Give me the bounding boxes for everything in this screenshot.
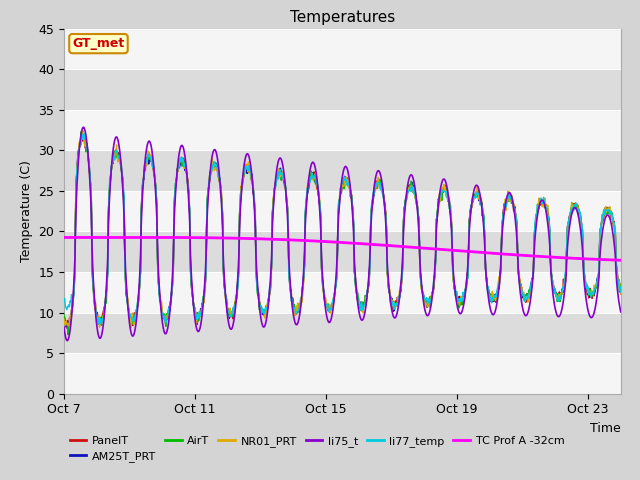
Bar xyxy=(64,0,621,29)
Y-axis label: Temperature (C): Temperature (C) xyxy=(20,160,33,262)
Title: Temperatures: Temperatures xyxy=(290,10,395,25)
Text: GT_met: GT_met xyxy=(72,37,125,50)
Bar xyxy=(64,231,621,272)
Bar xyxy=(64,150,621,191)
X-axis label: Time: Time xyxy=(590,422,621,435)
Legend: PanelT, AM25T_PRT, AirT, NR01_PRT, li75_t, li77_temp, TC Prof A -32cm: PanelT, AM25T_PRT, AirT, NR01_PRT, li75_… xyxy=(70,436,564,462)
Bar xyxy=(64,69,621,110)
Bar xyxy=(64,312,621,353)
